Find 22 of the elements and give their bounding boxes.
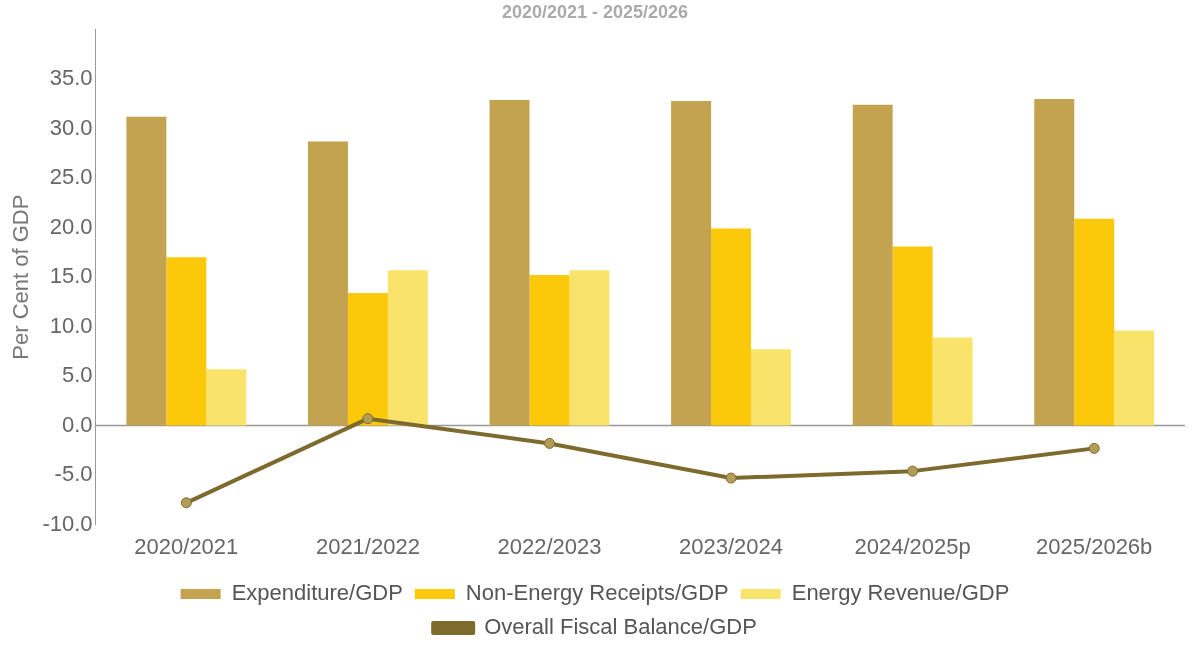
y-tick-label: 0.0: [61, 411, 93, 437]
legend-label: Non-Energy Receipts/GDP: [465, 580, 729, 606]
y-tick-label: 20.0: [49, 213, 93, 239]
legend-label: Energy Revenue/GDP: [791, 580, 1010, 606]
x-tick-label: 2021/2022: [315, 533, 420, 559]
y-tick-label: -5.0: [54, 461, 93, 487]
chart-title: 2020/2021 - 2025/2026: [501, 1, 689, 22]
y-tick-label: -10.0: [42, 510, 93, 536]
x-tick-label: 2022/2023: [497, 533, 602, 559]
x-tick-label: 2023/2024: [679, 533, 784, 559]
y-tick-label: 10.0: [49, 312, 93, 338]
x-tick-label: 2024/2025p: [854, 533, 971, 559]
y-tick-label: 5.0: [61, 362, 93, 388]
legend-label: Expenditure/GDP: [231, 580, 403, 606]
y-tick-label: 25.0: [49, 164, 93, 190]
y-tick-label: 30.0: [49, 114, 93, 140]
y-tick-label: 35.0: [49, 65, 93, 91]
y-axis-title: Per Cent of GDP: [8, 194, 34, 360]
legend-label: Overall Fiscal Balance/GDP: [484, 614, 757, 640]
x-tick-label: 2025/2026b: [1036, 533, 1153, 559]
x-tick-label: 2020/2021: [134, 533, 239, 559]
y-tick-label: 15.0: [49, 263, 93, 289]
